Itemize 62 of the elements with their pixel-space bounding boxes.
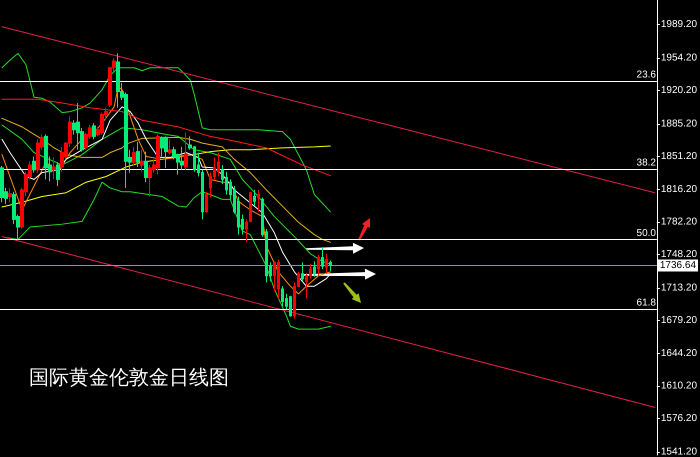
- candlestick: [116, 52, 120, 108]
- candlestick: [132, 146, 136, 166]
- line-series: [2, 145, 331, 208]
- y-tick-label: 1954.20: [660, 52, 698, 64]
- candlestick: [156, 134, 160, 176]
- y-tick-label: 1816.20: [660, 184, 698, 196]
- candlestick: [217, 152, 220, 177]
- candlestick: [100, 112, 104, 136]
- line-series: [2, 124, 331, 265]
- y-tick-label: 1989.20: [660, 19, 698, 30]
- y-tick-label: 1541.20: [660, 446, 698, 457]
- candlestick: [8, 187, 12, 203]
- candlestick: [44, 134, 48, 180]
- candlestick: [281, 286, 284, 307]
- y-tick-label: 1920.20: [660, 84, 698, 96]
- candlestick: [92, 122, 96, 140]
- y-tick-label: 1644.20: [660, 348, 698, 360]
- candlestick: [205, 191, 208, 214]
- candlestick: [52, 156, 56, 180]
- candlestick: [184, 132, 188, 170]
- candlestick: [140, 149, 144, 172]
- candlestick: [329, 260, 332, 272]
- y-tick-label: 1679.20: [660, 314, 698, 326]
- line-series: [2, 118, 331, 243]
- y-tick-label: 1748.20: [660, 249, 698, 260]
- candlestick: [245, 218, 248, 243]
- candlestick: [277, 258, 280, 300]
- candlestick: [180, 146, 184, 170]
- candlestick: [289, 295, 292, 318]
- candlestick: [56, 162, 60, 187]
- ref-line-label: 1736.64: [660, 260, 696, 272]
- candlestick: [257, 189, 260, 212]
- annotation: 50.0: [636, 228, 656, 239]
- annotation: 38.2: [636, 157, 656, 168]
- candlestick: [253, 189, 256, 207]
- line-series: [2, 98, 331, 176]
- line-series: [6, 182, 331, 330]
- candlestick: [164, 136, 168, 168]
- y-tick-label: 1576.20: [660, 413, 698, 424]
- line-series: [2, 52, 331, 212]
- candlestick: [0, 165, 4, 203]
- candlestick: [168, 138, 172, 156]
- candlestick: [325, 253, 328, 274]
- candlestick: [144, 151, 148, 183]
- y-tick-label: 1782.20: [660, 216, 698, 228]
- annotation: 23.6: [636, 70, 656, 81]
- candlestick: [249, 191, 252, 223]
- candlestick: [60, 146, 64, 172]
- candlestick: [32, 156, 36, 174]
- candlestick: [136, 142, 140, 168]
- y-tick-label: 1610.20: [660, 380, 698, 392]
- candlestick: [76, 102, 80, 150]
- candlestick: [317, 254, 320, 276]
- candlestick: [313, 260, 316, 278]
- y-tick-label: 1885.20: [660, 118, 698, 130]
- text: 国际黄金伦敦金日线图: [29, 365, 229, 389]
- candlestick: [321, 246, 324, 270]
- annotation: 61.8: [636, 298, 656, 309]
- y-tick-label: 1713.20: [660, 282, 698, 294]
- y-tick-label: 1851.20: [660, 150, 698, 162]
- candlestick: [36, 138, 40, 174]
- candlestick: [301, 262, 304, 282]
